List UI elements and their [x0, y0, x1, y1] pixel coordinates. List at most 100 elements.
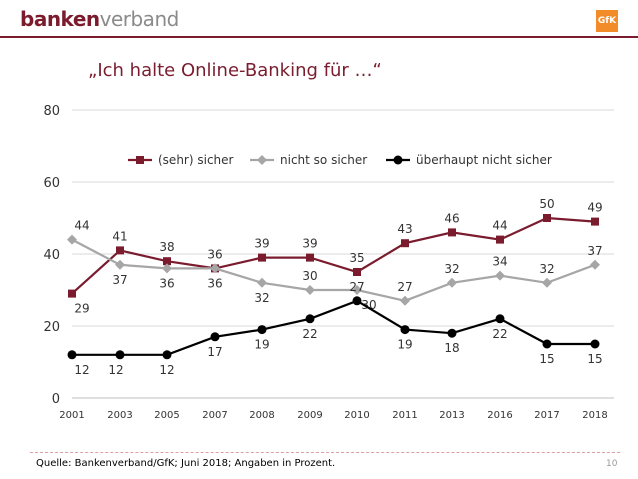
data-label: 41 — [112, 229, 127, 243]
legend-label: (sehr) sicher — [158, 153, 234, 167]
series-line — [71, 216, 596, 295]
x-tick-label: 2016 — [487, 410, 512, 421]
chart-title: „Ich halte Online-Banking für …“ — [88, 60, 382, 81]
data-point — [305, 314, 315, 324]
data-label: 44 — [492, 219, 507, 233]
data-point — [257, 277, 267, 288]
data-point — [448, 228, 456, 237]
y-tick-label: 80 — [43, 104, 60, 119]
x-tick-label: 2009 — [297, 410, 322, 421]
y-tick-label: 0 — [52, 392, 60, 407]
data-label: 22 — [302, 327, 317, 341]
data-label: 30 — [302, 269, 317, 283]
data-label: 15 — [539, 352, 554, 366]
data-point — [210, 332, 220, 342]
data-label: 44 — [74, 219, 89, 233]
x-tick-label: 2018 — [582, 410, 607, 421]
data-label: 32 — [539, 262, 554, 276]
data-point — [162, 263, 172, 274]
data-label: 46 — [444, 211, 459, 225]
data-point — [305, 285, 315, 295]
x-tick-label: 2003 — [107, 410, 132, 421]
x-tick-label: 2011 — [392, 410, 417, 421]
legend-marker — [136, 156, 144, 164]
data-point — [495, 270, 505, 281]
data-label: 18 — [444, 341, 459, 355]
data-point — [163, 257, 171, 266]
x-tick-label: 2010 — [344, 410, 369, 421]
y-tick-label: 40 — [43, 248, 60, 263]
footer-divider — [30, 452, 620, 453]
data-label: 30 — [361, 298, 376, 312]
data-point — [352, 296, 362, 306]
x-tick-label: 2007 — [202, 410, 227, 421]
y-tick-label: 20 — [43, 320, 60, 335]
data-point — [162, 350, 172, 360]
data-point — [352, 285, 362, 295]
data-point — [543, 214, 551, 222]
data-point — [210, 263, 220, 274]
series-line — [72, 299, 595, 356]
x-tick-label: 2008 — [249, 410, 274, 421]
data-label: 12 — [108, 363, 123, 377]
data-point — [496, 235, 504, 244]
data-label: 49 — [587, 201, 602, 215]
data-point — [68, 289, 76, 298]
data-point — [447, 277, 457, 288]
data-point — [495, 314, 505, 324]
data-label: 12 — [74, 363, 89, 377]
data-label: 15 — [587, 352, 602, 366]
x-tick-label: 2005 — [154, 410, 179, 421]
data-point — [590, 259, 600, 270]
bankenverband-logo: bankenverband — [20, 7, 179, 31]
data-point — [115, 350, 125, 360]
data-point — [590, 339, 600, 349]
data-label: 34 — [492, 255, 507, 269]
data-label: 29 — [74, 302, 89, 316]
data-point — [257, 325, 267, 335]
data-point — [116, 246, 124, 255]
data-label: 43 — [397, 222, 412, 236]
data-label: 37 — [587, 244, 602, 258]
logo-part-1: banken — [20, 7, 100, 31]
data-point — [591, 217, 599, 226]
data-point — [542, 277, 552, 288]
x-tick-label: 2013 — [439, 410, 464, 421]
legend-label: nicht so sicher — [280, 153, 367, 167]
data-label: 19 — [397, 338, 412, 352]
logo-part-2: verband — [99, 7, 180, 31]
data-point — [400, 325, 410, 335]
data-label: 32 — [444, 262, 459, 276]
y-tick-label: 60 — [43, 176, 60, 191]
data-label: 36 — [207, 247, 222, 261]
data-point — [353, 268, 361, 276]
data-point — [401, 239, 409, 248]
gfk-logo: GfK — [596, 10, 618, 32]
data-point — [306, 253, 314, 262]
data-label: 36 — [159, 276, 174, 290]
data-point — [400, 295, 410, 306]
data-label: 39 — [254, 237, 269, 251]
series-line — [71, 238, 596, 302]
data-label: 27 — [397, 280, 412, 294]
data-point — [67, 350, 77, 360]
legend-marker — [257, 155, 267, 165]
legend-marker — [393, 155, 403, 165]
header-divider — [0, 36, 638, 38]
data-label: 17 — [207, 345, 222, 359]
data-label: 32 — [254, 291, 269, 305]
data-point — [115, 259, 125, 270]
data-label: 35 — [349, 251, 364, 265]
data-label: 22 — [492, 327, 507, 341]
data-point — [542, 339, 552, 349]
x-tick-label: 2017 — [534, 410, 559, 421]
data-point — [447, 328, 457, 338]
legend-label: überhaupt nicht sicher — [416, 153, 552, 167]
page-number: 10 — [606, 459, 618, 469]
data-label: 37 — [112, 273, 127, 287]
data-label: 36 — [207, 276, 222, 290]
data-label: 19 — [254, 338, 269, 352]
x-tick-label: 2001 — [59, 410, 84, 421]
data-point — [258, 253, 266, 262]
